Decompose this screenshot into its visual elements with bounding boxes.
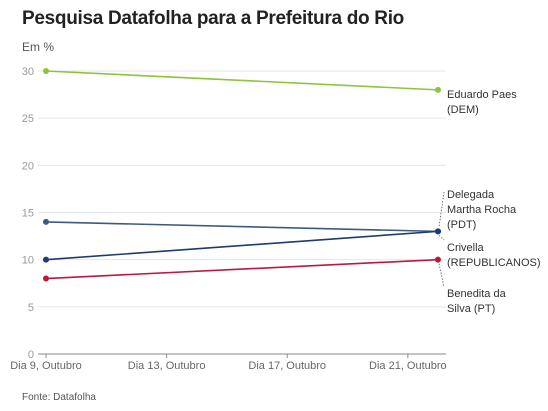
series-line — [45, 258, 439, 280]
x-tick-label: Dia 21, Outubro — [369, 360, 447, 372]
x-tick-label: Dia 13, Outubro — [128, 360, 206, 372]
series-label: Martha Rocha — [447, 204, 517, 216]
y-tick-label: 0 — [28, 349, 34, 361]
series-label: Silva (PT) — [447, 303, 495, 315]
leader-line — [438, 263, 445, 288]
x-tick-label: Dia 9, Outubro — [10, 360, 82, 372]
series-line — [45, 221, 439, 233]
series-line — [45, 230, 439, 261]
series-label: Delegada — [447, 189, 495, 201]
y-tick-label: 25 — [22, 113, 34, 125]
series-line — [45, 70, 439, 91]
data-point — [43, 275, 49, 282]
series-label: Crivella — [447, 242, 485, 254]
y-tick-label: 5 — [28, 302, 34, 314]
chart-title: Pesquisa Datafolha para a Prefeitura do … — [22, 8, 404, 29]
series-label: Benedita da — [447, 288, 507, 300]
data-point — [435, 256, 441, 263]
data-point — [43, 218, 49, 225]
x-tick-label: Dia 17, Outubro — [248, 360, 326, 372]
data-point — [43, 68, 49, 74]
series-label: (DEM) — [447, 104, 479, 116]
data-point — [43, 256, 49, 263]
y-tick-label: 30 — [22, 66, 34, 78]
source-note: Fonte: Datafolha — [22, 392, 96, 403]
leader-line — [438, 191, 445, 228]
series-label: Eduardo Paes — [447, 89, 517, 101]
leader-line — [438, 235, 445, 241]
y-axis-label: Em % — [22, 40, 55, 54]
y-tick-label: 20 — [22, 160, 34, 172]
data-point — [435, 86, 441, 93]
series-label: (PDT) — [447, 219, 476, 231]
data-point — [435, 228, 441, 235]
y-tick-label: 15 — [22, 208, 34, 220]
y-tick-label: 10 — [22, 255, 34, 267]
series-label: (REPUBLICANOS) — [447, 257, 541, 269]
